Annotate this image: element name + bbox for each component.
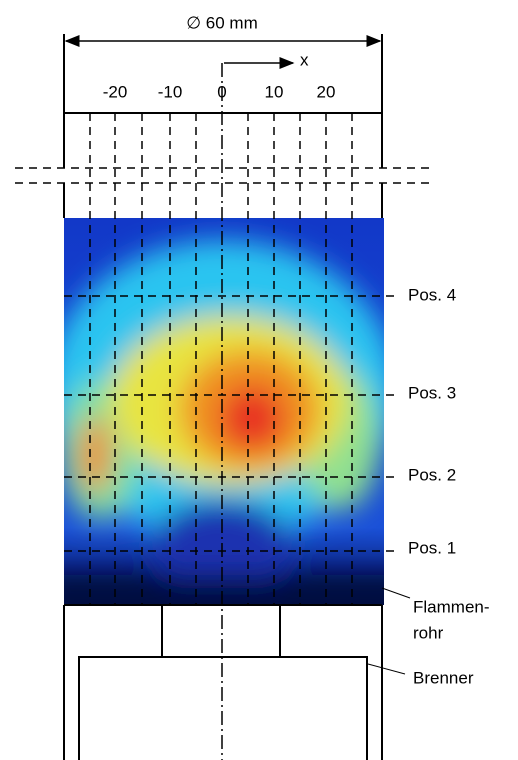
dimension-label: ∅ 60 mm bbox=[186, 13, 258, 32]
scale-label: -10 bbox=[158, 82, 183, 101]
flame-image bbox=[40, 218, 420, 625]
axis-label: x bbox=[300, 50, 309, 69]
scale-label: 20 bbox=[317, 82, 336, 101]
position-label: Pos. 4 bbox=[408, 285, 456, 304]
flame-tube-label: Flammen- bbox=[413, 597, 490, 616]
scale-label: 10 bbox=[265, 82, 284, 101]
position-label: Pos. 2 bbox=[408, 465, 456, 484]
flame-tube-label: rohr bbox=[413, 623, 444, 642]
position-label: Pos. 1 bbox=[408, 538, 456, 557]
scale-label: -20 bbox=[103, 82, 128, 101]
position-label: Pos. 3 bbox=[408, 383, 456, 402]
burner-label: Brenner bbox=[413, 668, 474, 687]
leader-line bbox=[368, 664, 405, 674]
leader-line bbox=[382, 588, 410, 598]
burner bbox=[79, 657, 367, 760]
burner-neck bbox=[162, 605, 280, 657]
tube-top bbox=[64, 113, 382, 168]
diagram: ∅ 60 mm x -20 -10 0 10 20 bbox=[0, 0, 518, 760]
